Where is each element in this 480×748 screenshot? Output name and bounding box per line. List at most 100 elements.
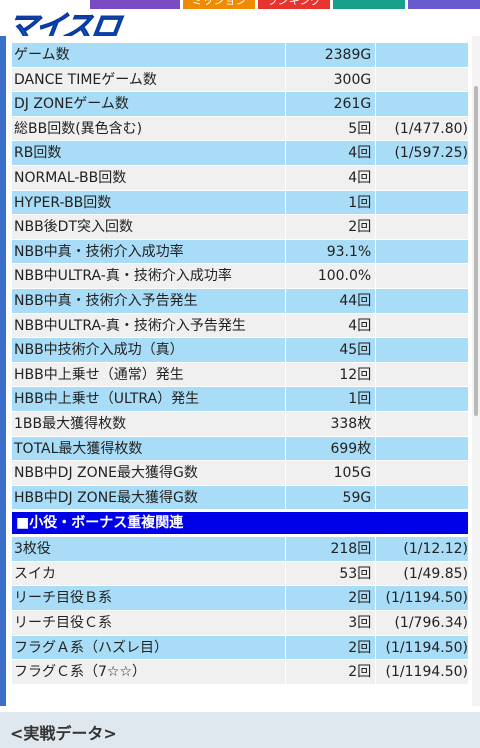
row-ratio-empty <box>376 289 468 313</box>
row-value: 2389G <box>286 43 377 67</box>
row-label: 総BB回数(異色含む) <box>12 116 287 141</box>
scrollbar <box>472 36 480 706</box>
row-label: スイカ <box>12 561 287 586</box>
row-value: 2回 <box>286 215 377 239</box>
row-ratio: (1/49.85) <box>403 565 468 582</box>
row-label: 3枚役 <box>12 537 287 561</box>
row-value: 12回 <box>286 362 377 387</box>
row-ratio: (1/477.80) <box>394 120 468 137</box>
row-ratio-empty <box>376 387 468 411</box>
row-value: 100.0% <box>286 264 377 288</box>
row-ratio-empty <box>376 264 468 288</box>
tab[interactable] <box>90 0 180 9</box>
row-label: DANCE TIMEゲーム数 <box>12 67 287 92</box>
row-label: リーチ目役Ｂ系 <box>12 586 287 611</box>
row-value: 5回 <box>286 116 377 141</box>
table-row: NBB中ULTRA-真・技術介入成功率 100.0% <box>12 264 468 289</box>
tab[interactable] <box>333 0 405 9</box>
table-row: リーチ目役Ｃ系 3回 (1/796.34) <box>12 611 468 636</box>
row-label: RB回数 <box>12 141 287 165</box>
table-row: NBB中真・技術介入成功率 93.1% <box>12 239 468 265</box>
row-value: 93.1% <box>286 239 377 264</box>
row-label: NBB中真・技術介入予告発生 <box>12 288 287 313</box>
row-ratio-empty <box>376 191 468 215</box>
table-row: DJ ZONEゲーム数 261G <box>12 92 468 117</box>
row-label: 1BB最大獲得枚数 <box>12 411 287 436</box>
tab[interactable]: ミッション <box>183 0 255 9</box>
row-ratio-empty <box>376 486 468 510</box>
table-row: NBB中真・技術介入予告発生 44回 <box>12 288 468 314</box>
row-label: NBB中DJ ZONE最大獲得G数 <box>12 461 287 485</box>
row-label: DJ ZONEゲーム数 <box>12 92 287 116</box>
row-value: 3回 <box>286 611 377 635</box>
row-ratio-empty <box>376 92 468 116</box>
row-value: 4回 <box>286 141 377 165</box>
row-value: 105G <box>286 461 377 485</box>
table-row: HBB中DJ ZONE最大獲得G数 59G <box>12 485 468 511</box>
row-ratio: (1/12.12) <box>403 541 468 558</box>
row-value: 218回 <box>286 537 377 561</box>
row-ratio-empty <box>376 412 468 436</box>
row-value: 338枚 <box>286 411 377 436</box>
row-label: NBB中真・技術介入成功率 <box>12 239 287 264</box>
row-label: NORMAL-BB回数 <box>12 165 287 190</box>
table-row: HBB中上乗せ（通常）発生 12回 <box>12 362 468 388</box>
row-ratio-empty <box>376 43 468 67</box>
row-ratio-empty <box>376 314 468 338</box>
row-label: フラグＣ系（7☆☆） <box>12 660 287 684</box>
row-label: NBB中ULTRA-真・技術介入成功率 <box>12 264 287 288</box>
row-label: HBB中上乗せ（通常）発生 <box>12 362 287 387</box>
row-label: NBB中技術介入成功（真） <box>12 338 287 362</box>
row-ratio-empty <box>376 68 468 92</box>
table-row: NBB中DJ ZONE最大獲得G数 105G <box>12 461 468 486</box>
row-ratio: (1/1194.50) <box>385 590 468 607</box>
row-label: TOTAL最大獲得枚数 <box>12 436 287 461</box>
row-value: 2回 <box>286 635 377 660</box>
row-ratio-empty <box>376 240 468 264</box>
row-ratio-empty <box>376 461 468 485</box>
row-label: リーチ目役Ｃ系 <box>12 611 287 635</box>
header: ミッション ランキング マイスロ <box>0 0 480 46</box>
row-ratio: (1/1194.50) <box>385 639 468 656</box>
row-label: ゲーム数 <box>12 43 287 67</box>
table-row: ゲーム数 2389G <box>12 43 468 68</box>
table-row: TOTAL最大獲得枚数 699枚 <box>12 436 468 462</box>
table-row: HYPER-BB回数 1回 <box>12 190 468 216</box>
row-ratio: (1/796.34) <box>394 615 468 632</box>
row-value: 2回 <box>286 586 377 611</box>
row-ratio: (1/1194.50) <box>385 664 468 681</box>
section-title: ■小役・ボーナス重複関連 <box>12 512 468 535</box>
row-label: NBB後DT突入回数 <box>12 215 287 239</box>
table-row: 総BB回数(異色含む) 5回 (1/477.80) <box>12 116 468 142</box>
row-value: 59G <box>286 485 377 510</box>
table-row: フラグＡ系（ハズレ目） 2回 (1/1194.50) <box>12 635 468 661</box>
row-value: 53回 <box>286 561 377 586</box>
table-row: 3枚役 218回 (1/12.12) <box>12 537 468 562</box>
scroll-thumb <box>474 86 478 416</box>
row-value: 1回 <box>286 190 377 215</box>
footer-title: <実戦データ> <box>10 724 117 743</box>
row-label: HBB中DJ ZONE最大獲得G数 <box>12 485 287 510</box>
row-ratio-empty <box>376 363 468 387</box>
table-row: NORMAL-BB回数 4回 <box>12 165 468 191</box>
row-value: 1回 <box>286 387 377 411</box>
tab[interactable]: ランキング <box>258 0 330 9</box>
row-label: HBB中上乗せ（ULTRA）発生 <box>12 387 287 411</box>
tab[interactable] <box>408 0 480 9</box>
row-value: 44回 <box>286 288 377 313</box>
row-label: HYPER-BB回数 <box>12 190 287 215</box>
row-ratio-empty <box>376 338 468 362</box>
row-value: 45回 <box>286 338 377 362</box>
table-row: 1BB最大獲得枚数 338枚 <box>12 411 468 437</box>
row-value: 699枚 <box>286 436 377 461</box>
row-value: 2回 <box>286 660 377 684</box>
table-row: DANCE TIMEゲーム数 300G <box>12 67 468 93</box>
row-ratio-empty <box>376 215 468 239</box>
table-row: NBB中技術介入成功（真） 45回 <box>12 338 468 363</box>
footer: <実戦データ> <box>0 712 480 748</box>
row-value: 261G <box>286 92 377 116</box>
table-row: HBB中上乗せ（ULTRA）発生 1回 <box>12 387 468 412</box>
data-table: ゲーム数 2389G DANCE TIMEゲーム数 300G DJ ZONEゲーム数 26… <box>12 43 468 685</box>
row-ratio-empty <box>376 437 468 461</box>
